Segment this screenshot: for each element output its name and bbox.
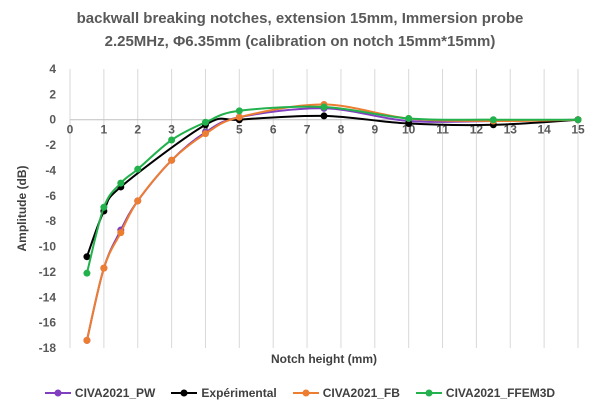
data-point: [83, 269, 91, 277]
chart-title-line-1: backwall breaking notches, extension 15m…: [76, 10, 524, 27]
series-line: [85, 107, 579, 341]
x-tick-label: 10: [402, 123, 416, 137]
legend-label: CIVA2021_FFEM3D: [445, 386, 556, 400]
y-tick-label: -18: [39, 341, 57, 355]
legend-item: CIVA2021_FFEM3D: [415, 386, 556, 400]
legend-label: Expérimental: [201, 386, 277, 400]
y-tick-label: -12: [39, 265, 57, 279]
x-tick-label: 2: [134, 123, 141, 137]
data-point: [117, 179, 125, 187]
data-point: [320, 103, 328, 111]
legend-swatch: [292, 389, 319, 397]
y-tick-label: -8: [45, 214, 56, 228]
legend-item: CIVA2021_FB: [292, 386, 400, 400]
data-point: [134, 197, 142, 205]
data-point: [235, 107, 243, 115]
y-tick-label: 0: [49, 113, 56, 127]
y-tick-label: 4: [49, 62, 56, 76]
data-point: [83, 253, 91, 261]
data-point: [134, 165, 142, 173]
series-line: [85, 114, 579, 258]
y-tick-label: -14: [39, 290, 57, 304]
x-tick-label: 11: [436, 123, 449, 137]
y-axis-title: Amplitude (dB): [15, 166, 29, 252]
legend-item: CIVA2021_PW: [44, 386, 156, 400]
data-point: [489, 116, 497, 124]
x-tick-label: 0: [67, 123, 74, 137]
x-tick-label: 13: [504, 123, 518, 137]
x-tick-label: 15: [571, 123, 585, 137]
x-tick-label: 1: [101, 123, 108, 137]
legend-swatch: [44, 389, 71, 397]
x-tick-label: 12: [470, 123, 484, 137]
chart-title-line-2: 2.25MHz, Φ6.35mm (calibration on notch 1…: [104, 33, 496, 50]
legend-item: Expérimental: [171, 386, 277, 400]
data-point: [201, 130, 209, 138]
x-tick-label: 7: [304, 123, 311, 137]
data-point: [320, 112, 328, 120]
y-tick-label: 2: [49, 87, 56, 101]
series-civa2021-fb: [83, 101, 582, 344]
data-point: [83, 336, 91, 344]
data-point: [168, 136, 176, 144]
series-civa2021-ffem3d: [83, 103, 582, 277]
legend-swatch: [171, 389, 198, 397]
y-tick-label: -2: [45, 138, 56, 152]
y-tick-label: -16: [39, 316, 57, 330]
y-tick-label: -6: [45, 189, 56, 203]
legend-swatch: [415, 389, 442, 397]
x-tick-label: 6: [270, 123, 277, 137]
data-point: [100, 203, 108, 211]
data-point: [117, 229, 125, 237]
x-tick-label: 8: [338, 123, 345, 137]
series-line: [85, 105, 579, 274]
x-tick-label: 3: [168, 123, 175, 137]
series-line: [85, 103, 579, 341]
x-tick-label: 5: [236, 123, 243, 137]
y-tick-label: -4: [45, 163, 56, 177]
series-layer: [83, 101, 582, 344]
legend-label: CIVA2021_PW: [74, 386, 156, 400]
data-point: [201, 118, 209, 126]
data-point: [405, 120, 413, 128]
data-point: [574, 116, 582, 124]
y-tick-labels: 4 2 0 -2 -4 -6 -8 -10 -12 -14 -16 -18: [39, 62, 57, 355]
data-point: [405, 114, 413, 122]
legend: CIVA2021_PW Expérimental CIVA2021_FB CIVA20…: [0, 386, 600, 400]
y-tick-label: -10: [39, 240, 57, 254]
x-tick-label: 14: [537, 123, 551, 137]
x-tick-label: 9: [371, 123, 378, 137]
data-point: [100, 264, 108, 272]
data-point: [235, 113, 243, 121]
series-civa2021-pw: [83, 104, 582, 344]
x-axis-title: Notch height (mm): [271, 352, 377, 366]
legend-label: CIVA2021_FB: [322, 386, 400, 400]
data-point: [168, 156, 176, 164]
